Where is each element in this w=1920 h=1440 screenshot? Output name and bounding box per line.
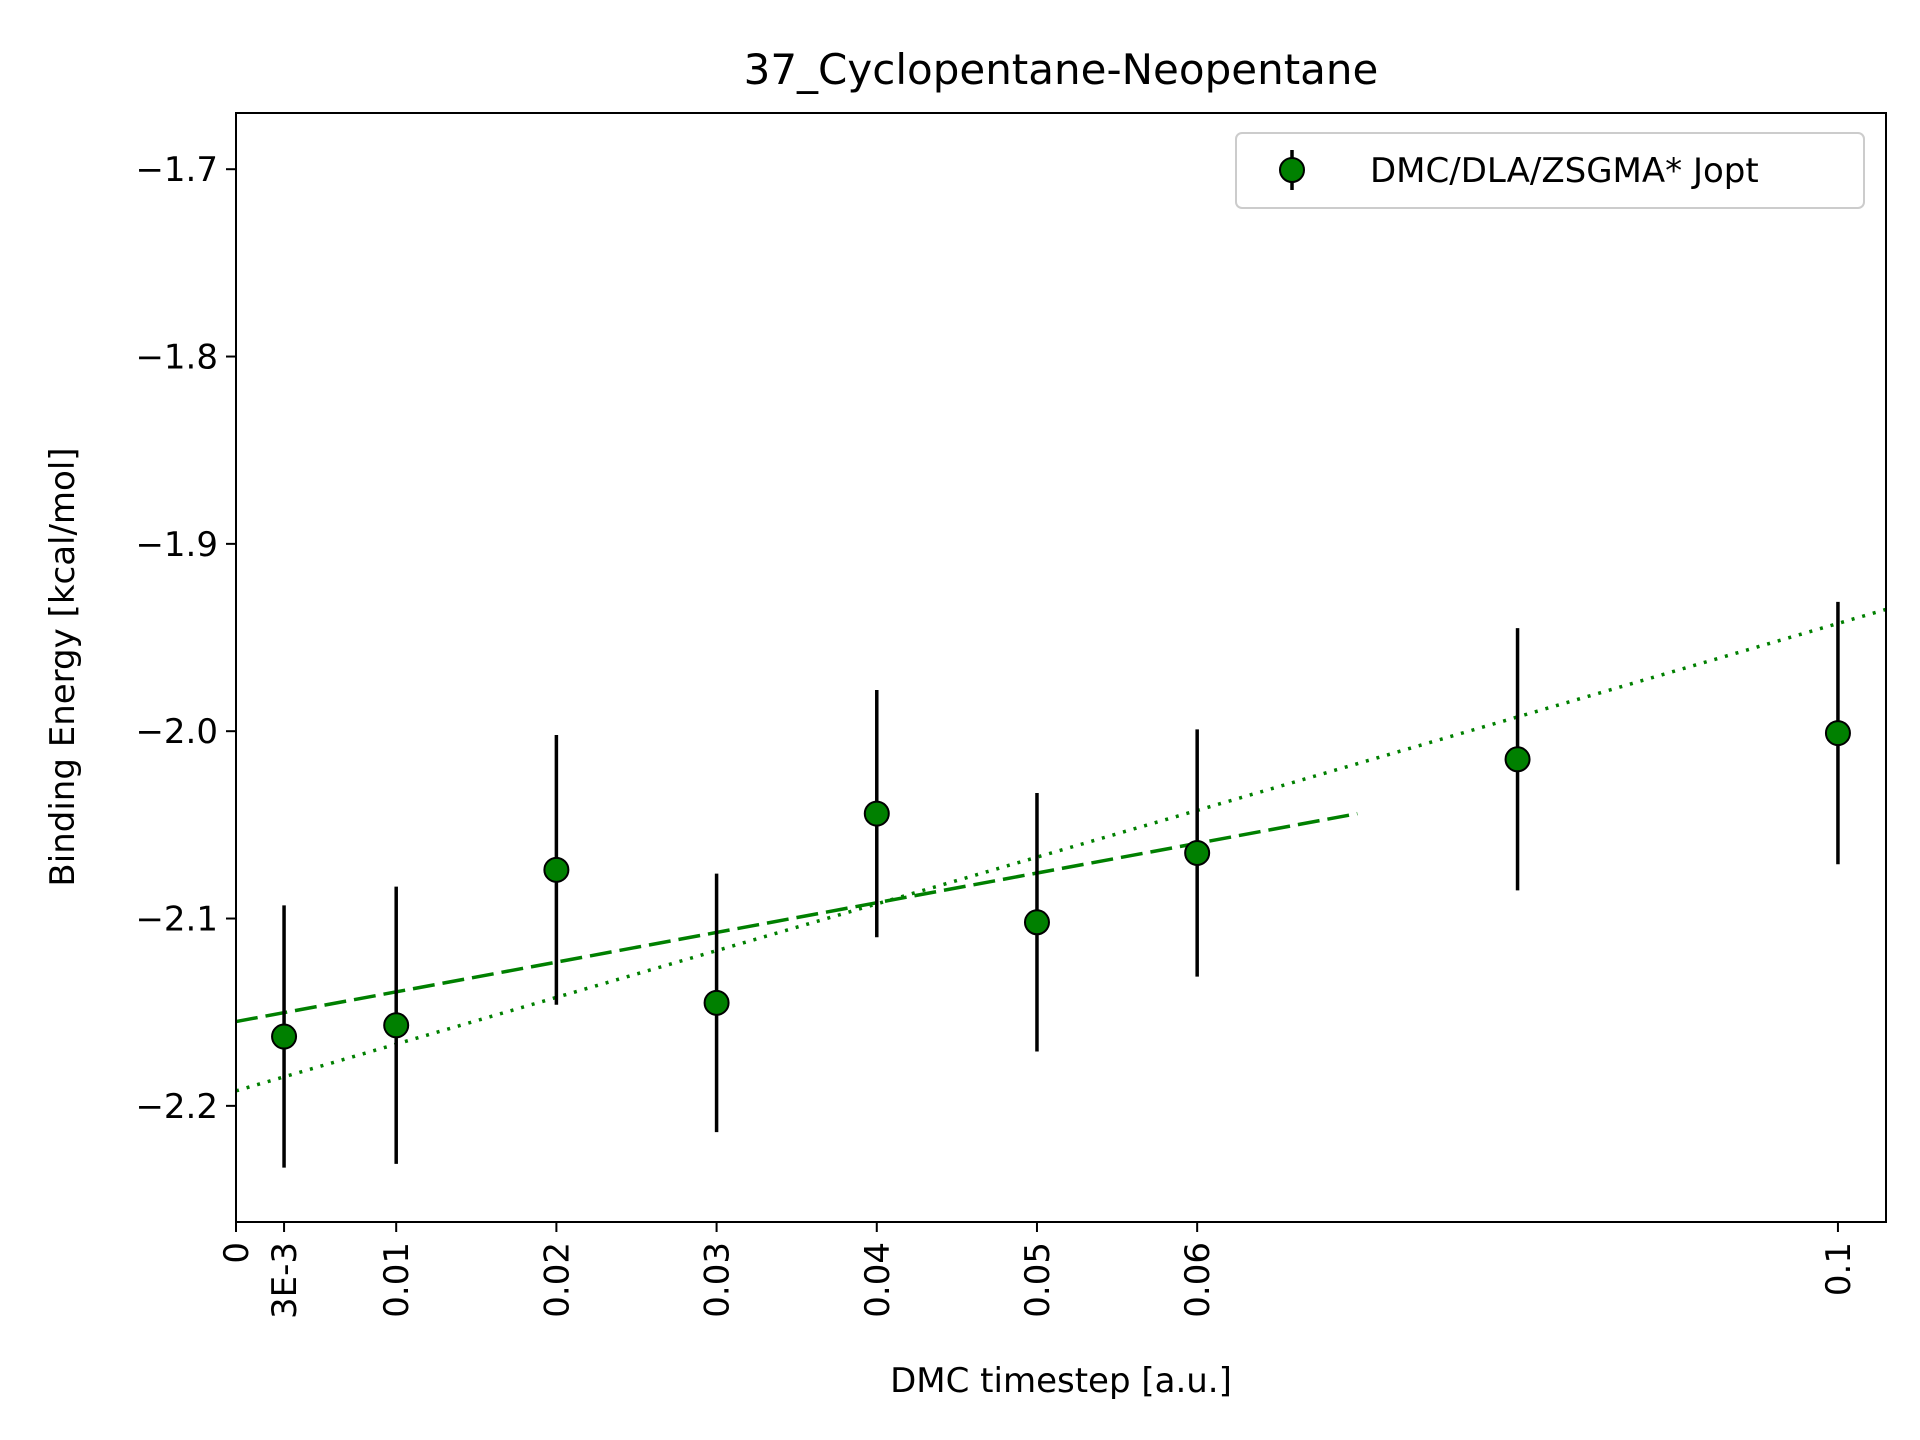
x-tick-label: 0.04 (858, 1242, 898, 1318)
x-tick-label: 0 (217, 1242, 257, 1264)
x-tick-label: 0.06 (1178, 1242, 1218, 1318)
point-marker (543, 856, 570, 883)
y-tick-label: −1.8 (135, 338, 218, 378)
point-marker (1824, 720, 1851, 747)
data-point (271, 905, 298, 1168)
point-marker (1023, 909, 1050, 936)
y-tick-label: −1.7 (135, 150, 218, 190)
point-marker (1184, 839, 1211, 866)
data-point (863, 689, 890, 938)
x-tick-label: 0.02 (537, 1242, 577, 1318)
x-tick-label: 0.1 (1819, 1242, 1859, 1296)
point-marker (383, 1012, 410, 1039)
point-marker (1504, 746, 1531, 773)
point-marker (703, 989, 730, 1016)
fit-line-dashed (235, 811, 1358, 1024)
legend-entry-label: DMC/DLA/ZSGMA* Jopt (1370, 151, 1759, 191)
data-point (543, 734, 570, 1005)
x-axis-label: DMC timestep [a.u.] (890, 1361, 1232, 1401)
legend: DMC/DLA/ZSGMA* Jopt (1235, 132, 1865, 209)
y-tick-label: −1.9 (135, 525, 218, 565)
point-marker (271, 1023, 298, 1050)
y-axis-label: Binding Energy [kcal/mol] (43, 447, 83, 886)
data-point (1184, 729, 1211, 977)
data-point (1824, 601, 1851, 865)
fit-lines (235, 607, 1887, 1093)
data-points (271, 601, 1851, 1168)
y-tick-label: −2.1 (135, 900, 218, 940)
chart-title: 37_Cyclopentane-Neopentane (744, 45, 1379, 94)
fit-line-dotted (235, 607, 1887, 1093)
data-point (383, 886, 410, 1164)
data-point (703, 873, 730, 1133)
x-tick-label: 3E-3 (265, 1242, 305, 1319)
point-marker (863, 800, 890, 827)
legend-marker (1279, 157, 1305, 183)
plot-area-frame (235, 112, 1887, 1223)
x-tick-label: 0.03 (698, 1242, 738, 1318)
y-tick-label: −2.0 (135, 712, 218, 752)
data-point (1023, 793, 1050, 1052)
y-tick-label: −2.2 (135, 1087, 218, 1127)
x-tick-label: 0.01 (377, 1242, 417, 1318)
data-point (1504, 628, 1531, 891)
legend-box (1235, 132, 1865, 209)
y-axis-ticks: −2.2 −2.1 −2.0 −1.9 −1.8 −1.7 (135, 150, 236, 1127)
x-tick-label: 0.05 (1018, 1242, 1058, 1318)
x-axis-ticks: 0 3E-3 0.01 0.02 0.03 0.04 0.05 0.06 0.1 (217, 1222, 1859, 1319)
